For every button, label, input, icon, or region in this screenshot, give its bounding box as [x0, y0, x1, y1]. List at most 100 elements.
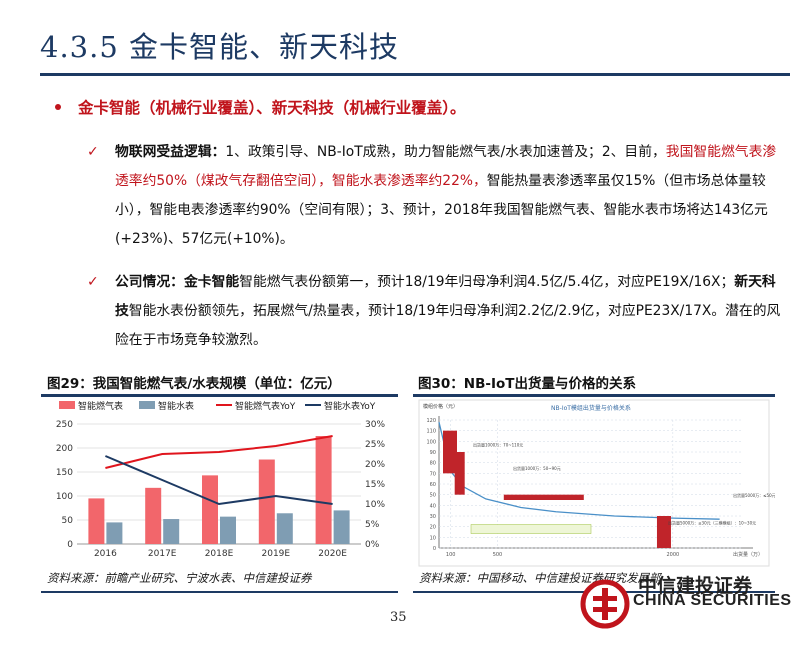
- y-tick-label: 50: [62, 516, 74, 526]
- y2-tick-label: 25%: [365, 440, 385, 450]
- x-axis-label: 出货量（万）: [733, 551, 763, 558]
- series-line: [105, 455, 333, 506]
- legend-swatch: [139, 401, 155, 409]
- bar: [202, 475, 218, 544]
- price-range-block: [503, 494, 584, 500]
- bar: [258, 459, 275, 544]
- annotation-label: 出货量1000万：50~90元: [513, 465, 561, 471]
- logo-text: CHINA SECURITIES: [633, 592, 792, 609]
- bar: [333, 510, 350, 544]
- y-tick-label: 10: [430, 535, 436, 541]
- page-number: 35: [390, 610, 407, 625]
- bullet-dot-icon: [55, 104, 61, 110]
- bar: [106, 522, 123, 544]
- price-curve: [438, 421, 720, 520]
- y-tick-label: 100: [426, 439, 436, 445]
- y-tick-label: 120: [426, 418, 436, 424]
- chart-bars: [88, 436, 350, 544]
- x-tick-label: 2020E: [318, 549, 347, 559]
- series-line: [105, 435, 333, 469]
- y-tick-label: 40: [430, 503, 436, 509]
- y-tick-label: 70: [430, 471, 436, 477]
- fig29-chart: 智能燃气表 智能水表 智能燃气表YoY 智能水表YoY 0 50 100 150 200 250…: [56, 400, 386, 559]
- fig30-curve: [438, 421, 720, 520]
- fig30-caption: 图30：NB-IoT出货量与价格的关系: [418, 376, 636, 392]
- x-tick-label: 2019E: [262, 549, 291, 559]
- price-range-block: [454, 452, 465, 495]
- y-tick-label: 50: [430, 493, 436, 499]
- headline: 金卡智能（机械行业覆盖）、新天科技（机械行业覆盖）。: [78, 99, 466, 117]
- y-tick-label: 80: [430, 461, 436, 467]
- x-tick-label: 2000: [666, 552, 679, 558]
- x-tick-label: 500: [493, 552, 503, 558]
- legend-label: 智能燃气表: [78, 400, 123, 412]
- y2-tick-label: 20%: [365, 460, 385, 470]
- annotation-box: [470, 524, 592, 534]
- para2-label: 公司情况：: [115, 274, 184, 290]
- page-title: 4.3.5 金卡智能、新天科技: [40, 30, 400, 64]
- para2-text2: 智能水表份额领先，拓展燃气/热量表，预计18/19年归母净利润2.2亿/2.9亿…: [115, 303, 781, 348]
- y-tick-label: 100: [56, 492, 73, 502]
- legend-label: 智能水表YoY: [324, 400, 376, 412]
- price-range-block: [443, 430, 457, 474]
- bar: [220, 516, 236, 544]
- y-tick-label: 250: [56, 420, 73, 430]
- checkmark-icon: ✓: [87, 144, 99, 160]
- y-tick-label: 90: [430, 450, 436, 456]
- y2-tick-label: 15%: [365, 480, 385, 490]
- bar: [145, 487, 162, 544]
- fig30-top-rule: [413, 394, 775, 397]
- annotation-label: 出货量5000万：≤30元（三模模组）：10~30元: [668, 520, 756, 526]
- y-tick-label: 200: [56, 444, 73, 454]
- y-tick-label: 150: [56, 468, 73, 478]
- company-jinka: 金卡智能: [183, 274, 240, 290]
- y-tick-label: 60: [430, 482, 436, 488]
- para1-text1: 1、政策引导、NB-IoT成熟，助力智能燃气表/水表加速普及；2、目前，: [225, 144, 666, 160]
- title-underline: [40, 73, 790, 76]
- chart-axes: 0 50 100 150 200 250 0% 5% 10% 15% 20% 25% 30% 2016 20…: [56, 420, 386, 559]
- fig29-bottom-rule: [41, 591, 398, 593]
- y2-tick-label: 30%: [365, 420, 385, 430]
- legend-label: 智能燃气表YoY: [235, 400, 296, 412]
- x-tick-label: 2016: [94, 549, 117, 559]
- y2-tick-label: 0%: [365, 540, 380, 550]
- x-tick-label: 100: [446, 552, 456, 558]
- legend-label: 智能水表: [158, 400, 194, 412]
- chart-legend: 智能燃气表 智能水表 智能燃气表YoY 智能水表YoY: [59, 400, 376, 412]
- bar: [315, 436, 332, 544]
- bar: [276, 513, 293, 544]
- y-tick-label: 0: [67, 540, 73, 550]
- fig29-caption: 图29：我国智能燃气表/水表规模（单位：亿元）: [47, 376, 341, 392]
- fig30-chart: NB-IoT模组出货量与价格关系 模组价格（元） 0 10 20 30 40 50 60 70…: [418, 399, 775, 567]
- x-tick-label: 2018E: [205, 549, 234, 559]
- para1-highlight: 我国智能燃气表渗透率约50%（煤改气存翻倍空间），智能水表渗透率约22%，: [115, 144, 777, 189]
- x-tick-label: 2017E: [148, 549, 177, 559]
- fig30-annotations: 出货量1000万：70~110元出货量1000万：50~90元出货量5000万：…: [443, 430, 775, 548]
- fig29-source: 资料来源：前瞻产业研究、宁波水表、中信建投证券: [47, 571, 312, 585]
- china-securities-logo: 中信建投证券: [580, 574, 753, 629]
- price-range-block: [656, 516, 671, 548]
- para1-label: 物联网受益逻辑：: [115, 144, 226, 160]
- paragraph-iot-logic: ✓ 物联网受益逻辑：1、政策引导、NB-IoT成熟，助力智能燃气表/水表加速普及…: [87, 138, 785, 254]
- y-tick-label: 110: [426, 429, 436, 435]
- company-xintian: 新天科技: [115, 274, 776, 319]
- fig30-inner-title: NB-IoT模组出货量与价格关系: [551, 404, 631, 412]
- para2-text1: 智能燃气表份额第一，预计18/19年归母净利润4.5亿/5.4亿，对应PE19X…: [239, 274, 735, 290]
- y-tick-label: 20: [430, 525, 436, 531]
- bar: [88, 498, 105, 544]
- annotation-label: 出货量1000万：70~110元: [473, 442, 523, 448]
- y2-tick-label: 10%: [365, 500, 385, 510]
- chart-lines: [105, 435, 333, 506]
- bar: [163, 519, 180, 544]
- legend-swatch: [59, 401, 75, 409]
- para1-text2: 智能热量表渗透率虽仅15%（但市场总体量较小），智能电表渗透率约90%（空间有限…: [115, 173, 768, 247]
- paragraph-company: ✓ 公司情况：金卡智能智能燃气表份额第一，预计18/19年归母净利润4.5亿/5…: [87, 268, 785, 355]
- y2-tick-label: 5%: [365, 520, 380, 530]
- annotation-label: 出货量5000万：≤50元: [733, 492, 775, 498]
- fig30-y-label: 模组价格（元）: [423, 403, 458, 410]
- y-tick-label: 0: [433, 546, 436, 552]
- fig29-top-rule: [41, 394, 398, 397]
- svg-text:中信建投证券: 中信建投证券: [638, 574, 753, 597]
- y-tick-label: 30: [430, 514, 436, 520]
- checkmark-icon: ✓: [87, 274, 99, 290]
